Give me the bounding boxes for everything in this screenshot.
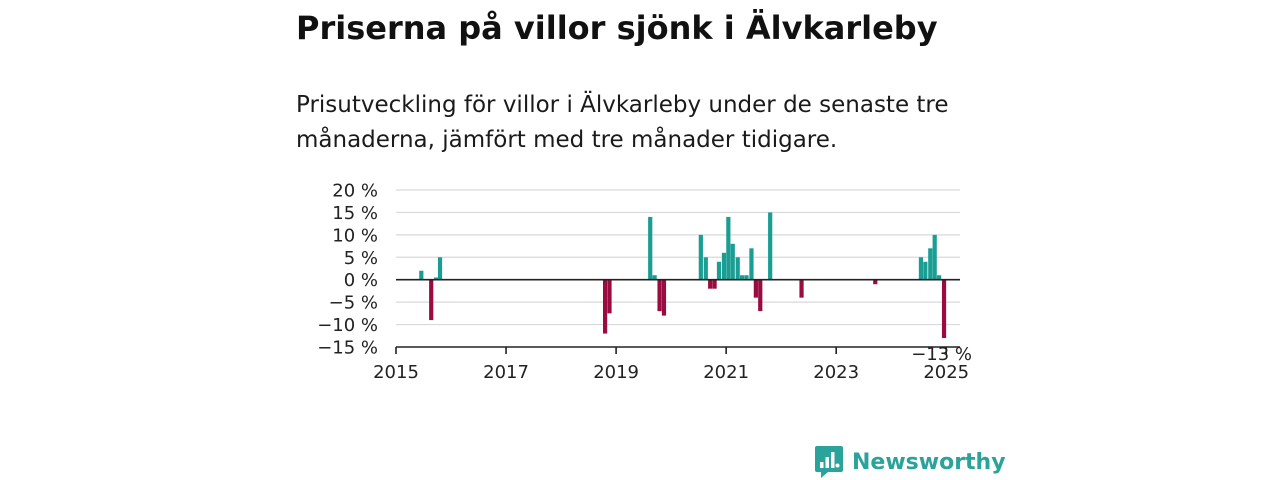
bar-positive [918, 257, 924, 280]
x-tick-label: 2015 [373, 362, 419, 383]
x-tick-label: 2021 [703, 362, 749, 383]
bar-positive [730, 243, 735, 280]
tick-labels: 20 %15 %10 %5 %0 %−5 %−10 %−15 % 2015 2017… [317, 181, 972, 384]
y-tick-label: −15 % [317, 338, 378, 359]
x-tick-label: 2023 [813, 362, 859, 383]
bar-negative [708, 279, 713, 289]
bar-positive [928, 248, 933, 280]
bar-positive [936, 275, 942, 280]
bar-positive [419, 270, 424, 280]
bar-positive [735, 257, 740, 280]
bar-positive [721, 252, 727, 280]
bar-negative [429, 279, 434, 321]
gridlines [396, 189, 960, 326]
bar-positive [648, 216, 653, 280]
chart-title: Priserna på villor sjönk i Älvkarleby [296, 9, 938, 47]
bar-positive [726, 216, 731, 280]
bar-negative [657, 279, 662, 312]
bar-negative [941, 279, 947, 339]
bar-negative [602, 279, 608, 334]
newsworthy-brand[interactable]: Newsworthy [814, 444, 1006, 480]
bar-negative [758, 279, 763, 312]
y-tick-label: 10 % [332, 225, 378, 246]
bar-positive [740, 275, 745, 280]
y-tick-label: −5 % [329, 293, 378, 314]
bar-positive [923, 261, 928, 280]
bar-negative [661, 279, 667, 316]
axes [395, 278, 960, 354]
y-tick-label: 5 % [344, 248, 378, 269]
newsworthy-logo-icon [815, 446, 843, 478]
y-tick-label: 0 % [344, 270, 378, 291]
x-tick-label: 2017 [483, 362, 529, 383]
y-tick-label: 20 % [332, 181, 378, 202]
brand-name: Newsworthy [852, 449, 1006, 475]
bar-negative [753, 279, 758, 298]
y-tick-label: −10 % [317, 315, 378, 336]
bar-positive [716, 261, 722, 280]
bar-positive [434, 277, 439, 280]
bar-positive [768, 212, 773, 280]
x-tick-label: 2025 [923, 362, 969, 383]
bar-negative [799, 279, 804, 298]
x-tick-label: 2019 [593, 362, 639, 383]
chart-subtitle: Prisutveckling för villor i Älvkarleby u… [296, 92, 949, 153]
last-value-label: −13 % [911, 344, 972, 365]
bar-positive [932, 234, 937, 280]
bar-positive [744, 275, 749, 280]
bar-negative [873, 279, 878, 285]
bar-positive [703, 257, 708, 280]
bar-negative [712, 279, 717, 289]
bar-positive [698, 234, 703, 280]
bar-positive [749, 248, 754, 280]
bar-positive [437, 257, 443, 280]
bar-positive [652, 275, 657, 280]
y-tick-label: 15 % [332, 203, 378, 224]
bar-series [419, 212, 947, 339]
bar-negative [607, 279, 612, 314]
